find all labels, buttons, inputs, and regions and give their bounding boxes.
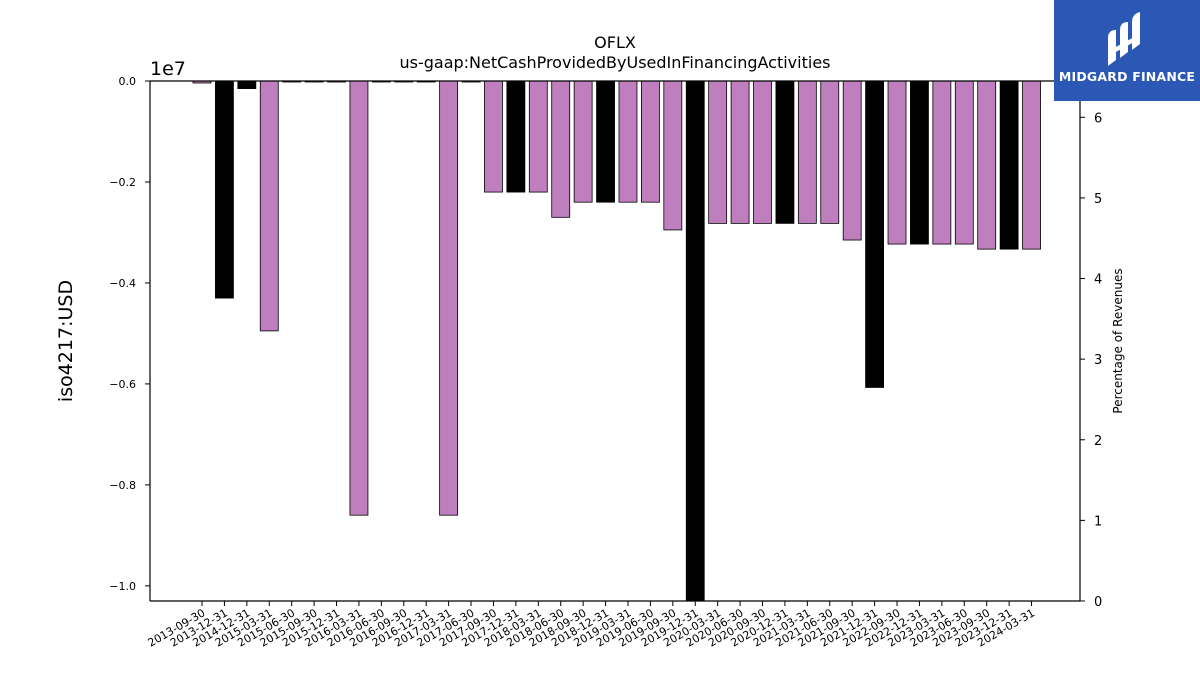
bar-2021-03-31	[797, 80, 817, 224]
bar-2017-09-30	[484, 80, 503, 193]
bar-2023-12-31	[999, 80, 1019, 250]
y2-tick-label: 3	[1094, 353, 1102, 368]
y2-tick-label: 1	[1094, 514, 1102, 529]
chart-title: OFLX	[594, 33, 636, 52]
bar-2023-09-30	[977, 80, 997, 250]
y-tick-label: −0.8	[109, 479, 136, 492]
bar-2020-12-31	[775, 80, 795, 224]
bar-2018-09-30	[573, 80, 593, 203]
y-tick-label: −0.6	[109, 378, 136, 391]
y2-tick-label: 6	[1094, 111, 1102, 126]
bar-2022-12-31	[910, 80, 929, 245]
y-tick-label: −0.2	[109, 176, 136, 189]
bar-2023-03-31	[932, 80, 952, 245]
bar-2018-12-31	[596, 80, 615, 203]
y-scale-offset-label: 1e7	[150, 58, 186, 80]
bar-2016-03-31	[349, 80, 369, 516]
y-axis-label: iso4217:USD	[55, 280, 77, 402]
bar-2019-09-30	[663, 80, 683, 231]
chart-subtitle: us-gaap:NetCashProvidedByUsedInFinancing…	[399, 53, 830, 72]
y-tick-label: −1.0	[109, 580, 136, 593]
bar-2021-12-31	[865, 80, 884, 388]
bar-2018-06-30	[551, 80, 571, 218]
bar-2020-09-30	[753, 80, 772, 224]
midgard-logo-icon	[1108, 12, 1140, 66]
bar-2019-03-31	[618, 80, 638, 203]
y2-axis-label: Percentage of Revenues	[1111, 268, 1125, 413]
y2-tick-label: 2	[1094, 434, 1102, 449]
y-tick-label: −0.4	[109, 277, 136, 290]
bar-2024-03-31	[1022, 80, 1041, 250]
bar-2015-03-31	[259, 80, 279, 332]
y-tick-label: 0.0	[119, 75, 137, 88]
bar-2021-06-30	[820, 80, 840, 224]
logo-text: MIDGARD FINANCE	[1058, 69, 1196, 84]
midgard-finance-logo: MIDGARD FINANCE	[1054, 0, 1200, 101]
bar-2018-03-31	[528, 80, 548, 193]
bar-2017-12-31	[506, 80, 526, 193]
bar-2020-06-30	[730, 80, 750, 224]
bar-2020-03-31	[708, 80, 728, 224]
y2-tick-label: 4	[1094, 273, 1102, 288]
bar-2021-09-30	[842, 80, 862, 241]
bar-2013-12-31	[215, 80, 234, 299]
y2-tick-label: 0	[1094, 595, 1102, 610]
bar-2019-12-31	[685, 80, 705, 602]
bar-2017-03-31	[439, 80, 459, 516]
bar-2019-06-30	[641, 80, 660, 203]
bar-2022-09-30	[887, 80, 907, 245]
y2-tick-label: 5	[1094, 192, 1102, 207]
bar-2014-12-31	[237, 80, 257, 89]
bar-2023-06-30	[954, 80, 974, 245]
